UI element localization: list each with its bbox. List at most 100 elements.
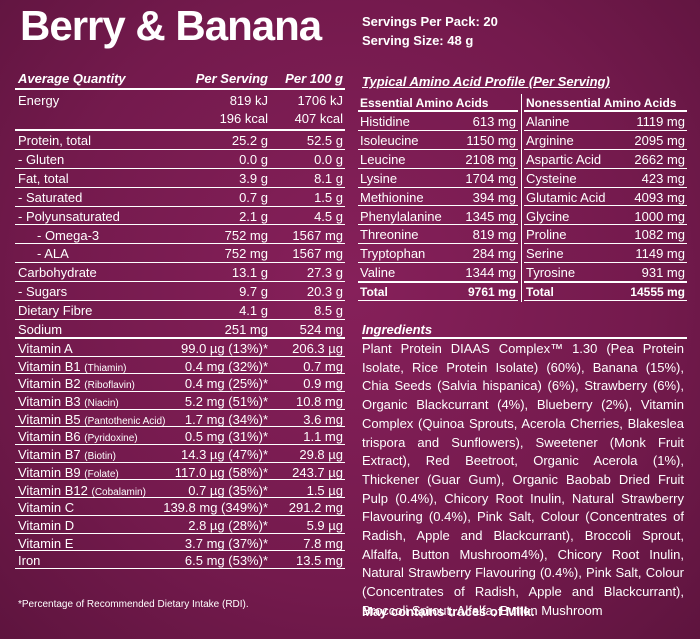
allergen-note: May contains traces of Milk. [362, 604, 535, 619]
nutrient-label: Carbohydrate [18, 265, 97, 280]
amino-row: Tyrosine 931 mg [524, 263, 687, 283]
per-100g: 29.8 µg [299, 447, 343, 463]
amino-amount: 1119 mg [636, 114, 685, 129]
amino-amount: 9761 mg [467, 285, 516, 300]
per-serving: 0.7 g [239, 189, 268, 205]
amino-amount: 1082 mg [634, 227, 685, 243]
amino-amount: 4093 mg [634, 189, 685, 205]
amino-amount: 423 mg [641, 170, 685, 186]
amino-name: Lysine [360, 170, 398, 186]
per-serving: 251 mg [224, 322, 268, 337]
per-100g: 4.5 g [314, 208, 343, 224]
nutrition-row: Vitamin B3 (Niacin) 5.2 mg (51%)* 10.8 mg [15, 392, 345, 410]
amino-name: Glutamic Acid [526, 189, 606, 205]
per-serving: 752 mg [224, 227, 268, 243]
amino-name: Glycine [526, 208, 570, 224]
nutrient-name: Vitamin B6 [18, 429, 81, 445]
nutrient-name: - Gluten [18, 151, 65, 167]
amino-amount: 1704 mg [465, 170, 516, 186]
per-100g: 1.1 mg [303, 429, 343, 445]
amino-amount: 2662 mg [634, 151, 685, 167]
nutrition-row: - ALA 752 mg 1567 mg [15, 244, 345, 264]
nutrient-name: Dietary Fibre [18, 303, 93, 319]
nutrition-row: Carbohydrate 13.1 g 27.3 g [15, 263, 345, 283]
nutrient-name: Energy [18, 93, 60, 108]
nutrition-row: Vitamin B12 (Cobalamin) 0.7 µg (35%)* 1.5 … [15, 481, 345, 499]
nutrient-label: Iron [18, 553, 40, 568]
per-serving: 14.3 µg (47%)* [181, 447, 268, 463]
per-100g: 407 kcal [294, 111, 343, 126]
ingredients-title: Ingredients [362, 322, 687, 339]
per-100g: 5.9 µg [306, 517, 343, 533]
nutrition-row: Vitamin D 2.8 µg (28%)* 5.9 µg [15, 516, 345, 534]
per-100g: 0.0 g [314, 151, 343, 167]
nutrient-name: Vitamin B9 [18, 464, 81, 480]
nutrition-row: Fat, total 3.9 g 8.1 g [15, 169, 345, 188]
amino-amount: 14555 mg [630, 285, 685, 300]
per-serving: 2.8 µg (28%)* [188, 517, 268, 533]
per-100g: 8.5 g [314, 303, 343, 319]
per-serving: 5.2 mg (51%)* [184, 394, 268, 409]
per-100g: 206.3 µg [292, 340, 343, 356]
nutrient-note: (Thiamin) [84, 362, 127, 374]
amino-name: Arginine [526, 132, 574, 148]
amino-header: Nonessential Amino Acids [524, 94, 687, 112]
nutrient-name: Vitamin B5 [18, 411, 81, 427]
amino-name: Proline [526, 227, 567, 243]
nutrient-label: Vitamin B3 (Niacin) [18, 394, 119, 409]
amino-name: Histidine [360, 114, 410, 129]
nutrition-row: Vitamin C 139.8 mg (349%)* 291.2 mg [15, 498, 345, 516]
amino-amount: 1345 mg [465, 208, 516, 224]
column-header: Per Serving [195, 71, 268, 86]
amino-name: Total [360, 285, 388, 300]
per-serving: 819 kJ [229, 93, 268, 108]
per-100g: 1567 mg [292, 246, 343, 262]
per-serving: 139.8 mg (349%)* [163, 500, 268, 516]
nutrient-name: Vitamin B3 [18, 394, 81, 409]
amino-row: Isoleucine 1150 mg [358, 131, 518, 150]
amino-row: Total 9761 mg [358, 282, 518, 301]
amino-header: Essential Amino Acids [358, 94, 518, 112]
amino-name: Leucine [360, 151, 406, 167]
per-serving: 3.7 mg (37%)* [184, 535, 268, 551]
amino-amount: 1149 mg [635, 246, 685, 262]
nutrition-row: Vitamin B7 (Biotin) 14.3 µg (47%)* 29.8 µg [15, 445, 345, 463]
amino-row: Proline 1082 mg [524, 225, 687, 245]
amino-name: Threonine [360, 227, 419, 243]
per-serving: 99.0 µg (13%)* [181, 340, 268, 356]
amino-row: Valine 1344 mg [358, 263, 518, 283]
amino-name: Isoleucine [360, 132, 419, 148]
per-serving: 3.9 g [239, 170, 268, 186]
nutrient-note: (Pantothenic Acid) [84, 415, 166, 427]
per-100g: 20.3 g [306, 284, 343, 300]
nutrient-label: Protein, total [18, 133, 91, 148]
amino-row: Glycine 1000 mg [524, 207, 687, 226]
amino-name: Tyrosine [526, 265, 576, 281]
per-100g: 524 mg [299, 322, 343, 337]
amino-name: Alanine [526, 114, 570, 129]
amino-row: Threonine 819 mg [358, 225, 518, 245]
nutrition-row: Iron 6.5 mg (53%)* 13.5 mg [15, 551, 345, 569]
nutrient-label: Vitamin B12 (Cobalamin) [18, 483, 146, 498]
footnote: *Percentage of Recommended Dietary Intak… [18, 599, 249, 610]
nutrient-name: Vitamin E [18, 535, 74, 551]
ingredients-text: Plant Protein DIAAS Complex™ 1.30 (Pea P… [362, 341, 684, 618]
amino-name: Total [526, 285, 554, 300]
per-serving: 0.4 mg (25%)* [184, 376, 268, 392]
column-header: Nonessential Amino Acids [526, 96, 677, 110]
per-100g: 0.7 mg [303, 358, 343, 374]
per-serving: 752 mg [224, 246, 268, 262]
nutrient-label: - Gluten [18, 152, 64, 167]
nutrition-row: - Saturated 0.7 g 1.5 g [15, 188, 345, 207]
amino-name: Serine [526, 246, 564, 262]
amino-amount: 931 mg [641, 265, 685, 281]
nutrient-name: - ALA [37, 246, 69, 262]
nutrition-row: Vitamin B1 (Thiamin) 0.4 mg (32%)* 0.7 mg [15, 357, 345, 375]
nutrient-name: Vitamin B7 [18, 447, 81, 463]
nutrient-note: (Cobalamin) [91, 486, 146, 498]
per-serving: 25.2 g [231, 133, 268, 148]
nutrient-name: Vitamin C [18, 500, 75, 516]
per-100g: 27.3 g [306, 265, 343, 281]
nutrition-row: - Omega-3 752 mg 1567 mg [15, 226, 345, 245]
amino-row: Total 14555 mg [524, 282, 687, 301]
